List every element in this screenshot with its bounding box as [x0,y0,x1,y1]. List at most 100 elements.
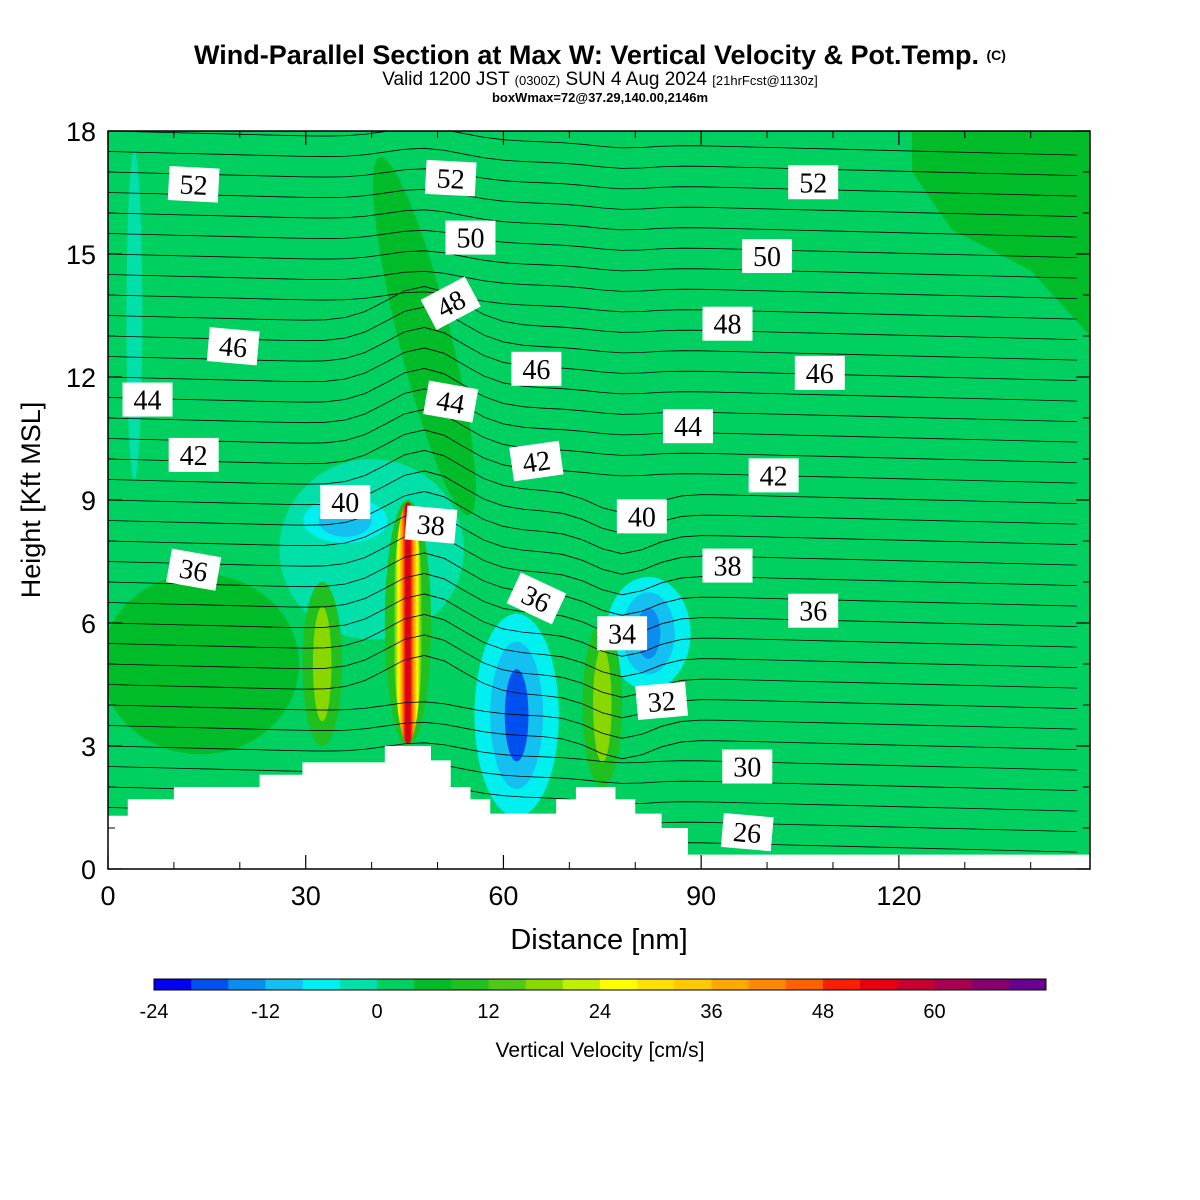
x-axis-label: Distance [nm] [510,924,687,956]
isentrope [108,368,1077,423]
contour-label-box [122,382,173,417]
contour-label: 48 [420,276,481,330]
isentrope [108,511,1077,575]
downdraft-core-1 [504,669,529,762]
isentrope [108,209,1077,238]
contour-label-box [742,239,793,274]
copyright-mark: (C) [986,47,1006,63]
contour-label: 38 [404,505,458,544]
contour-label: 42 [748,458,799,493]
isentrope [108,229,1077,259]
contour-label: 44 [423,380,479,423]
isentrope [108,655,1077,719]
contour-label-box [788,165,839,200]
contour-label: 30 [722,749,773,784]
colorbar-frame [153,978,1047,991]
contour-label-box [420,276,481,330]
contour-label-text: 36 [799,597,827,628]
contour-label: 44 [122,382,173,417]
contour-label-box [662,409,713,444]
contour-label-box [722,749,773,784]
contour-label-text: 46 [806,359,834,390]
contour-label-text: 50 [753,242,781,273]
contour-label-box [616,499,667,534]
contour-label-box [167,166,220,203]
colorbar-swatch [562,979,601,990]
contour-label-box [445,220,496,255]
y-tick-label: 18 [66,117,96,147]
isentrope [108,131,1077,156]
isentrope [108,614,1077,678]
updraft-core-1 [393,502,423,744]
contour-label: 46 [511,351,562,386]
contour-label: 36 [166,548,222,591]
isentrope [108,270,1077,300]
isentrope [108,347,1077,402]
y-tick-label: 9 [81,486,96,516]
colorbar: -24 -12 0 12 24 36 48 60 Vertical Velocity [cm/s… [140,978,1047,1062]
isentrope [108,491,1077,555]
contour-label: 40 [320,485,371,520]
contour-label-text: 36 [177,553,210,588]
contour-label: 36 [788,593,839,628]
contour-label-box [794,355,845,390]
contour-label: 38 [702,548,753,583]
contour-label-text: 40 [628,502,656,533]
colorbar-swatch [674,979,712,990]
upper-updraft-plume [372,156,476,516]
colorbar-swatch [785,979,824,990]
contour-labels: 52 52 52 50 50 48 48 46 46 46 44 44 44 42 42 42 40 40 38 38… [122,159,845,852]
colorbar-swatch [525,979,564,990]
isentrope [108,147,1077,177]
isentrope [108,634,1077,698]
x-tick-label: 120 [876,881,921,911]
chart-title-block: Wind-Parallel Section at Max W: Vertical… [0,40,1200,105]
colorbar-swatch [600,979,638,990]
colorbar-tick-label: 48 [812,1001,834,1023]
contour-label-box [320,485,371,520]
contour-label: 52 [424,159,477,197]
y-tick-label: 15 [66,240,96,270]
contour-label: 46 [206,327,260,366]
colorbar-swatch [748,979,787,990]
contour-label-text: 26 [732,817,763,850]
y-tick-label: 12 [66,363,96,393]
valid-prefix: Valid 1200 JST [382,69,510,90]
colorbar-label: Vertical Velocity [cm/s] [496,1039,705,1062]
isentrope [108,429,1077,484]
isentrope [108,291,1077,320]
contour-label-text: 38 [714,552,742,583]
contour-label-box [168,437,219,472]
upper-downdraft-strip [126,151,143,480]
contour-label-box [206,327,260,366]
contour-label-text: 44 [434,385,467,420]
isentrope [108,327,1077,382]
terrain-fill [108,746,1090,869]
chart-title-text: Wind-Parallel Section at Max W: Vertical… [194,40,979,70]
contour-label: 50 [742,239,793,274]
colorbar-swatch [1008,979,1047,990]
contour-label-box [166,548,222,591]
colorbar-tick-label: -24 [140,1001,169,1023]
isentrope [108,450,1077,514]
colorbar-tick-label: -12 [251,1001,280,1023]
contour-label: 42 [509,440,564,482]
contour-label-text: 32 [646,686,677,719]
contour-label-text: 44 [134,386,162,417]
colorbar-swatch [934,979,973,990]
isentrope [108,409,1077,464]
x-tick-label: 30 [291,881,321,911]
contour-label-text: 46 [522,355,550,386]
isentrope [108,306,1077,361]
contour-label-text: 44 [674,412,702,443]
contour-label-box [511,351,562,386]
contour-label: 40 [616,499,667,534]
colorbar-tick-label: 36 [700,1001,722,1023]
contour-label-box [506,572,567,625]
colorbar-swatch [302,979,341,990]
updraft-core-2 [312,606,332,722]
contour-label-text: 46 [218,331,249,364]
colorbar-swatch [191,979,229,990]
colorbar-swatch [860,979,898,990]
isentrope [108,573,1077,637]
